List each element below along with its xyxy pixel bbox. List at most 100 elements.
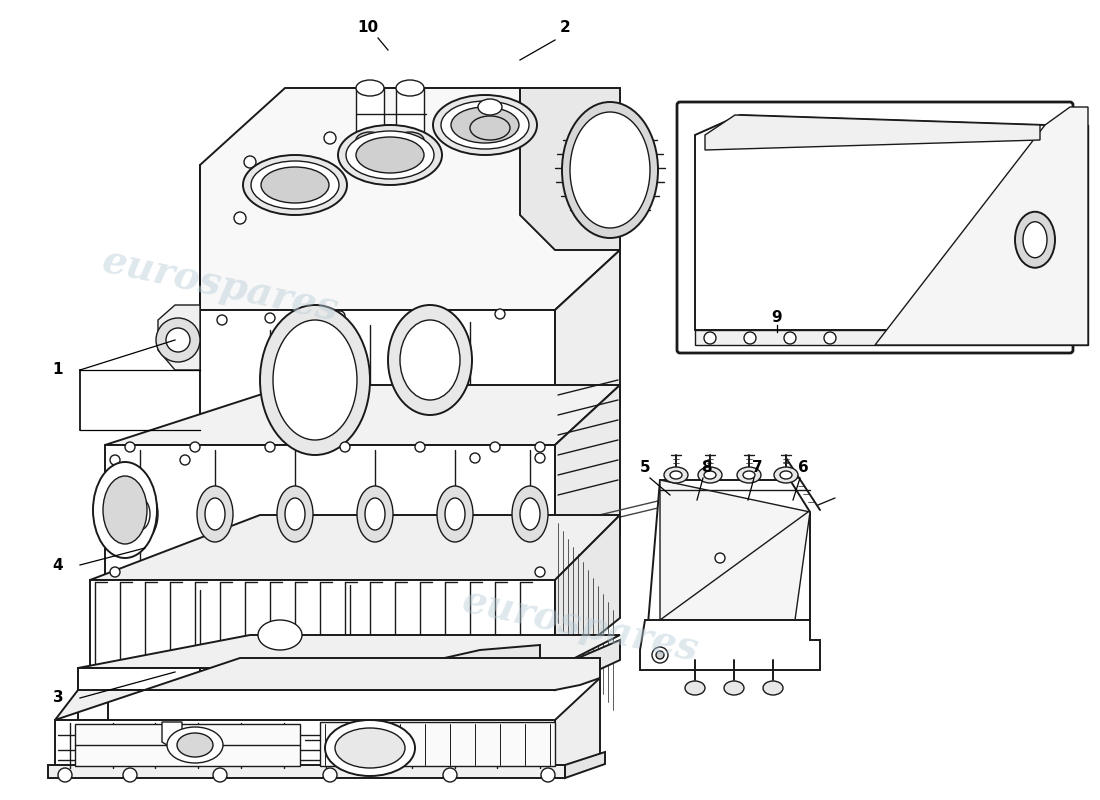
Polygon shape [874,107,1088,345]
Polygon shape [162,722,182,748]
Ellipse shape [273,320,358,440]
Ellipse shape [261,167,329,203]
Ellipse shape [512,486,548,542]
Ellipse shape [258,620,303,650]
Ellipse shape [243,155,346,215]
Ellipse shape [260,305,370,455]
Ellipse shape [180,455,190,465]
Polygon shape [640,620,820,670]
Ellipse shape [535,567,544,577]
Polygon shape [90,515,620,580]
Ellipse shape [715,553,725,563]
Polygon shape [660,480,810,620]
Ellipse shape [251,161,339,209]
Polygon shape [556,515,620,670]
Polygon shape [556,640,620,690]
Ellipse shape [58,768,72,782]
Ellipse shape [323,768,337,782]
Ellipse shape [704,332,716,344]
Ellipse shape [346,131,434,179]
Text: 9: 9 [772,310,782,326]
Polygon shape [55,720,556,770]
Ellipse shape [462,110,518,146]
Ellipse shape [265,313,275,323]
Polygon shape [520,88,620,250]
Ellipse shape [1015,212,1055,268]
Ellipse shape [324,132,336,144]
Ellipse shape [356,137,424,173]
Ellipse shape [299,189,311,201]
Ellipse shape [110,567,120,577]
Ellipse shape [656,651,664,659]
Ellipse shape [244,156,256,168]
Ellipse shape [763,681,783,695]
Polygon shape [48,765,565,778]
Ellipse shape [396,132,424,148]
Ellipse shape [570,112,650,228]
Ellipse shape [213,768,227,782]
Ellipse shape [724,681,744,695]
Ellipse shape [443,768,456,782]
Ellipse shape [197,486,233,542]
Ellipse shape [737,467,761,483]
Ellipse shape [664,467,688,483]
Ellipse shape [388,305,472,415]
Ellipse shape [324,720,415,776]
Polygon shape [78,668,556,690]
Polygon shape [320,722,556,766]
Text: 8: 8 [701,461,712,475]
Polygon shape [78,668,200,720]
Ellipse shape [156,318,200,362]
Ellipse shape [437,486,473,542]
Polygon shape [200,88,620,310]
Ellipse shape [698,467,722,483]
Ellipse shape [535,442,544,452]
Polygon shape [78,635,620,668]
Ellipse shape [744,332,756,344]
Ellipse shape [562,102,658,238]
Ellipse shape [415,442,425,452]
Ellipse shape [234,212,246,224]
Ellipse shape [784,332,796,344]
Polygon shape [104,445,556,580]
Ellipse shape [122,486,158,542]
Ellipse shape [451,107,519,143]
Ellipse shape [123,768,138,782]
Text: eurospares: eurospares [459,582,702,669]
Ellipse shape [358,486,393,542]
Ellipse shape [415,309,425,319]
Text: 4: 4 [53,558,64,573]
Ellipse shape [780,471,792,479]
Text: 7: 7 [751,461,762,475]
Ellipse shape [685,681,705,695]
Polygon shape [695,115,1045,330]
Polygon shape [565,752,605,778]
Ellipse shape [419,149,431,161]
Ellipse shape [774,467,798,483]
Polygon shape [645,480,810,660]
Ellipse shape [470,116,510,140]
Ellipse shape [670,471,682,479]
Ellipse shape [166,328,190,352]
Polygon shape [400,645,540,680]
Ellipse shape [652,647,668,663]
Ellipse shape [177,733,213,757]
Ellipse shape [277,486,313,542]
Ellipse shape [285,498,305,530]
Ellipse shape [446,498,465,530]
Ellipse shape [336,311,345,321]
Ellipse shape [824,332,836,344]
Ellipse shape [130,498,150,530]
Ellipse shape [125,442,135,452]
Ellipse shape [1023,222,1047,258]
Ellipse shape [490,442,500,452]
Polygon shape [556,385,620,580]
Polygon shape [200,310,556,445]
FancyBboxPatch shape [676,102,1072,353]
Polygon shape [75,724,300,766]
Ellipse shape [103,476,147,544]
Ellipse shape [495,309,505,319]
Polygon shape [158,305,200,370]
Ellipse shape [365,498,385,530]
Polygon shape [90,580,556,670]
